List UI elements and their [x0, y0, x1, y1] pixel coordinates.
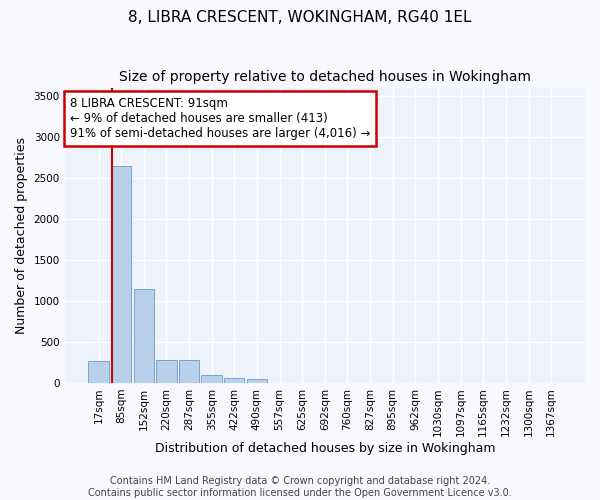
Bar: [88, 360, 109, 383]
Y-axis label: Number of detached properties: Number of detached properties: [15, 137, 28, 334]
Bar: [179, 360, 199, 383]
Title: Size of property relative to detached houses in Wokingham: Size of property relative to detached ho…: [119, 70, 531, 84]
Bar: [111, 166, 131, 383]
Bar: [224, 378, 244, 383]
Text: 8 LIBRA CRESCENT: 91sqm
← 9% of detached houses are smaller (413)
91% of semi-de: 8 LIBRA CRESCENT: 91sqm ← 9% of detached…: [70, 97, 370, 140]
Bar: [156, 360, 176, 383]
Text: 8, LIBRA CRESCENT, WOKINGHAM, RG40 1EL: 8, LIBRA CRESCENT, WOKINGHAM, RG40 1EL: [128, 10, 472, 25]
Text: Contains HM Land Registry data © Crown copyright and database right 2024.
Contai: Contains HM Land Registry data © Crown c…: [88, 476, 512, 498]
X-axis label: Distribution of detached houses by size in Wokingham: Distribution of detached houses by size …: [155, 442, 495, 455]
Bar: [247, 379, 267, 383]
Bar: [202, 375, 222, 383]
Bar: [134, 290, 154, 383]
